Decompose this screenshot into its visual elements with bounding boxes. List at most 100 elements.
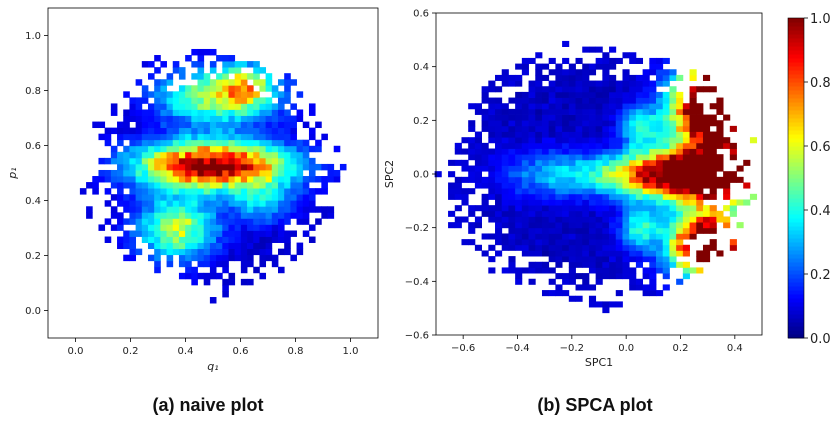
heatmap-cell [541, 216, 550, 223]
heatmap-cell [209, 139, 217, 147]
heatmap-cell [278, 157, 285, 165]
heatmap-cell [185, 103, 192, 110]
heatmap-cell [222, 139, 229, 147]
heatmap-cell [555, 137, 563, 144]
heatmap-cell [228, 103, 236, 110]
heatmap-cell [548, 250, 556, 257]
heatmap-cell [622, 216, 630, 223]
heatmap-cell [575, 182, 583, 189]
heatmap-cell [488, 131, 496, 138]
heatmap-cell [676, 250, 684, 257]
heatmap-cell [615, 165, 623, 172]
heatmap-cell [141, 163, 149, 171]
heatmap-cell [615, 233, 623, 240]
heatmap-cell [568, 171, 576, 178]
heatmap-cell [568, 114, 576, 121]
heatmap-cell [271, 151, 279, 159]
heatmap-cell [234, 73, 242, 80]
heatmap-cell [154, 242, 161, 250]
heatmap-cell [615, 131, 623, 138]
heatmap-cell [568, 159, 576, 166]
heatmap-cell [222, 115, 229, 122]
heatmap-cell [508, 125, 516, 132]
heatmap-cell [172, 248, 180, 256]
heatmap-cell [222, 212, 229, 219]
heatmap-cell [602, 250, 610, 257]
heatmap-cell [172, 61, 180, 68]
heatmap-cell [702, 125, 711, 132]
heatmap-cell [501, 125, 509, 132]
heatmap-cell [662, 193, 670, 200]
heatmap-cell [729, 205, 737, 212]
heatmap-cell [234, 145, 242, 153]
heatmap-cell [541, 261, 550, 268]
heatmap-cell [528, 125, 536, 132]
heatmap-cell [148, 163, 155, 171]
heatmap-cell [575, 91, 583, 98]
heatmap-cell [209, 182, 217, 189]
heatmap-cell [656, 159, 664, 166]
heatmap-cell [702, 205, 711, 212]
heatmap-cell [609, 250, 617, 257]
heatmap-cell [635, 114, 644, 121]
heatmap-cell [222, 200, 229, 207]
heatmap-cell [284, 194, 291, 201]
colorbar-segment [788, 330, 804, 335]
heatmap-cell [588, 227, 597, 234]
heatmap-cell [535, 69, 543, 76]
heatmap-cell [216, 133, 223, 141]
heatmap-cell [197, 188, 205, 195]
heatmap-cell [709, 227, 717, 234]
colorbar-tick-label: 0.4 [810, 204, 830, 219]
heatmap-cell [481, 210, 489, 217]
heatmap-cell [635, 154, 644, 161]
heatmap-cell [635, 80, 644, 87]
heatmap-cell [197, 85, 205, 92]
heatmap-cell [541, 63, 550, 70]
heatmap-cell [662, 227, 670, 234]
heatmap-cell [216, 151, 223, 159]
heatmap-cell [521, 97, 529, 104]
colorbar-segment [788, 218, 804, 223]
heatmap-cell [110, 224, 118, 231]
heatmap-cell [197, 260, 205, 268]
heatmap-cell [278, 103, 285, 110]
heatmap-cell [178, 97, 186, 104]
heatmap-cell [649, 69, 657, 76]
heatmap-cell [515, 205, 523, 212]
heatmap-cell [178, 206, 186, 213]
heatmap-cell [123, 109, 130, 116]
heatmap-cell [240, 278, 248, 286]
heatmap-cell [501, 182, 509, 189]
heatmap-cell [278, 266, 285, 274]
colorbar-segment [788, 110, 804, 115]
heatmap-cell [308, 206, 316, 213]
heatmap-cell [141, 224, 149, 231]
heatmap-cell [240, 169, 248, 177]
heatmap-cell [535, 216, 543, 223]
heatmap-cell [222, 169, 229, 177]
heatmap-cell [240, 139, 248, 147]
heatmap-cell [588, 165, 597, 172]
heatmap-cell [278, 163, 285, 171]
heatmap-cell [123, 218, 130, 225]
heatmap-cell [141, 206, 149, 213]
heatmap-cell [240, 103, 248, 110]
heatmap-cell [662, 97, 670, 104]
heatmap-cell [129, 169, 137, 177]
heatmap-cell [588, 142, 597, 149]
heatmap-cell [615, 142, 623, 149]
heatmap-cell [622, 227, 630, 234]
heatmap-cell [609, 210, 617, 217]
heatmap-cell [148, 121, 155, 129]
heatmap-cell [635, 125, 644, 132]
heatmap-cell [197, 127, 205, 135]
heatmap-cell [716, 137, 724, 144]
heatmap-cell [135, 188, 143, 195]
heatmap-cell [595, 57, 603, 64]
heatmap-cell [154, 67, 161, 74]
heatmap-cell [284, 157, 291, 165]
heatmap-cell [562, 137, 570, 144]
heatmap-cell [141, 133, 149, 141]
heatmap-cell [209, 188, 217, 195]
